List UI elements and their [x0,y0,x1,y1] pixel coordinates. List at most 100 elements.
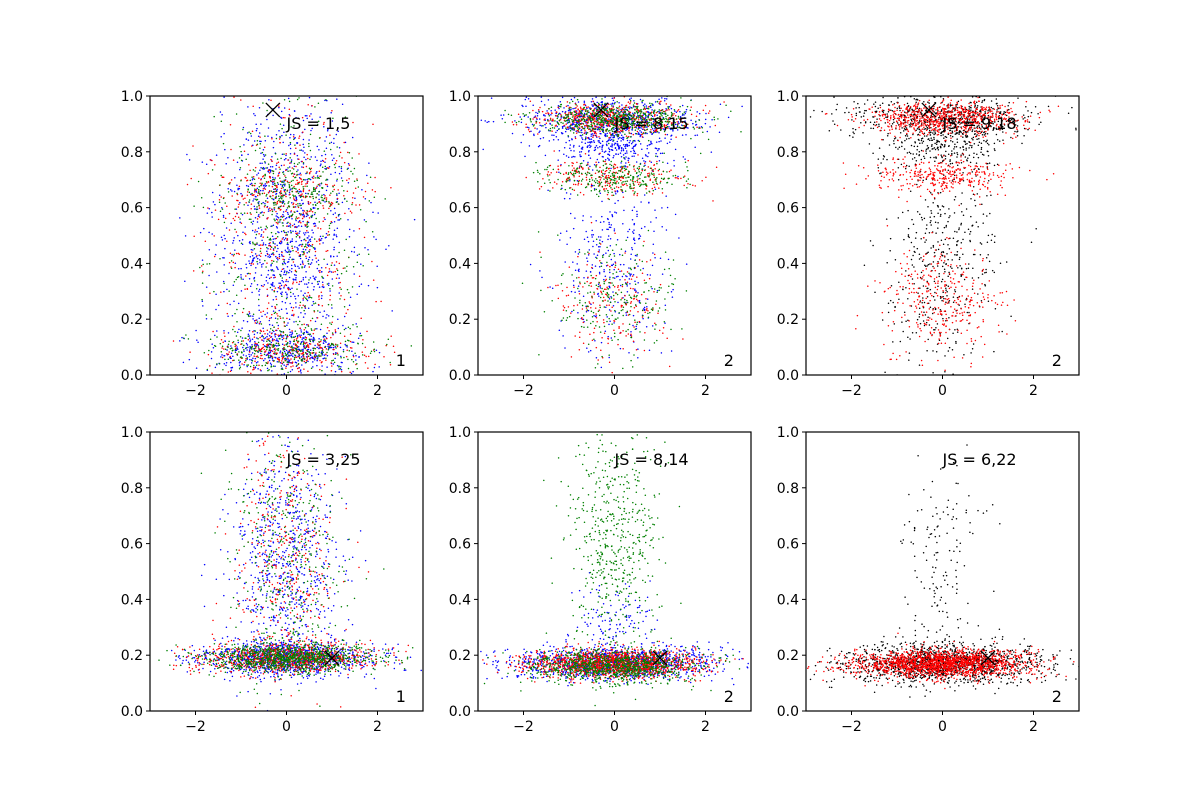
data-point-red [253,191,256,193]
data-point-blue [609,211,611,213]
data-point-red [303,253,305,255]
data-point-red [609,132,611,134]
data-point-blue [340,369,343,371]
data-point-red [349,333,352,335]
data-point-blue [258,288,261,291]
data-point-blue [267,269,270,272]
data-point-green [318,221,321,223]
data-point-red [228,261,231,264]
data-point-blue [270,341,273,344]
data-point-red [617,186,620,189]
data-point-blue [264,202,266,205]
data-point-red [267,217,269,219]
data-point-blue [550,113,552,116]
data-point-blue [336,273,339,276]
data-point-green [248,131,250,133]
data-point-green [265,200,267,202]
data-point-blue [607,335,609,338]
data-point-blue [216,271,218,273]
data-point-green [321,275,323,278]
data-point-green [307,178,310,180]
data-point-red [329,134,331,136]
data-point-red [643,349,646,352]
data-point-blue [313,358,316,361]
data-point-blue [344,141,347,144]
data-point-green [276,348,278,350]
data-point-green [264,135,266,137]
data-point-green [316,280,319,283]
data-point-blue [609,271,611,274]
data-point-blue [346,346,348,348]
data-point-red [328,207,330,210]
data-point-blue [596,128,599,131]
data-point-blue [249,255,252,258]
data-point-blue [551,134,553,136]
data-point-blue [615,275,618,278]
data-point-blue [323,193,325,196]
data-point-red [269,245,272,248]
data-point-green [251,192,253,195]
data-point-red [609,113,611,115]
data-point-green [236,276,239,279]
data-point-blue [295,302,297,304]
data-point-blue [666,142,669,145]
data-point-red [580,183,583,186]
data-point-green [234,208,236,210]
data-point-green [294,335,297,338]
js-annotation: JS = 1,5 [286,114,351,133]
data-point-red [273,180,275,183]
data-point-blue [608,138,610,140]
data-point-red [673,112,675,115]
data-point-blue [255,267,257,269]
data-point-blue [328,282,330,285]
data-point-red [313,329,315,331]
data-point-blue [634,289,636,291]
data-point-blue [266,367,269,370]
data-point-green [224,348,227,350]
data-point-green [320,355,322,357]
data-point-red [292,261,295,263]
data-point-green [281,181,283,183]
data-point-blue [586,146,589,149]
data-point-green [354,352,356,355]
data-point-blue [275,255,277,258]
data-point-green [370,350,373,352]
data-point-green [278,197,281,200]
data-point-blue [247,139,250,141]
data-point-red [348,164,351,166]
data-point-blue [364,246,366,249]
data-point-blue [596,101,598,104]
data-point-red [273,338,276,341]
data-point-red [582,286,584,288]
data-point-blue [681,134,684,136]
data-point-red [356,178,358,180]
data-point-blue [348,304,351,307]
data-point-red [244,297,247,300]
data-point-blue [614,211,616,213]
data-point-blue [590,303,592,306]
data-point-red [614,164,617,166]
data-point-blue [260,152,262,154]
data-point-blue [355,323,357,325]
data-point-blue [620,140,622,142]
data-point-green [269,346,271,349]
data-point-blue [217,304,220,306]
data-point-blue [636,210,638,213]
data-point-red [380,300,382,303]
data-point-blue [636,213,638,216]
data-point-blue [264,358,266,360]
data-point-green [386,343,388,346]
data-point-blue [224,247,226,250]
data-point-green [283,321,285,323]
data-point-green [236,308,238,311]
data-point-blue [600,366,603,369]
data-point-blue [338,368,340,370]
data-point-blue [232,242,234,244]
data-point-green [307,333,309,335]
data-point-red [274,287,277,289]
data-point-green [338,203,340,205]
data-point-blue [323,286,325,288]
data-point-blue [595,96,597,99]
data-point-blue [634,288,636,290]
data-point-blue [260,123,262,125]
